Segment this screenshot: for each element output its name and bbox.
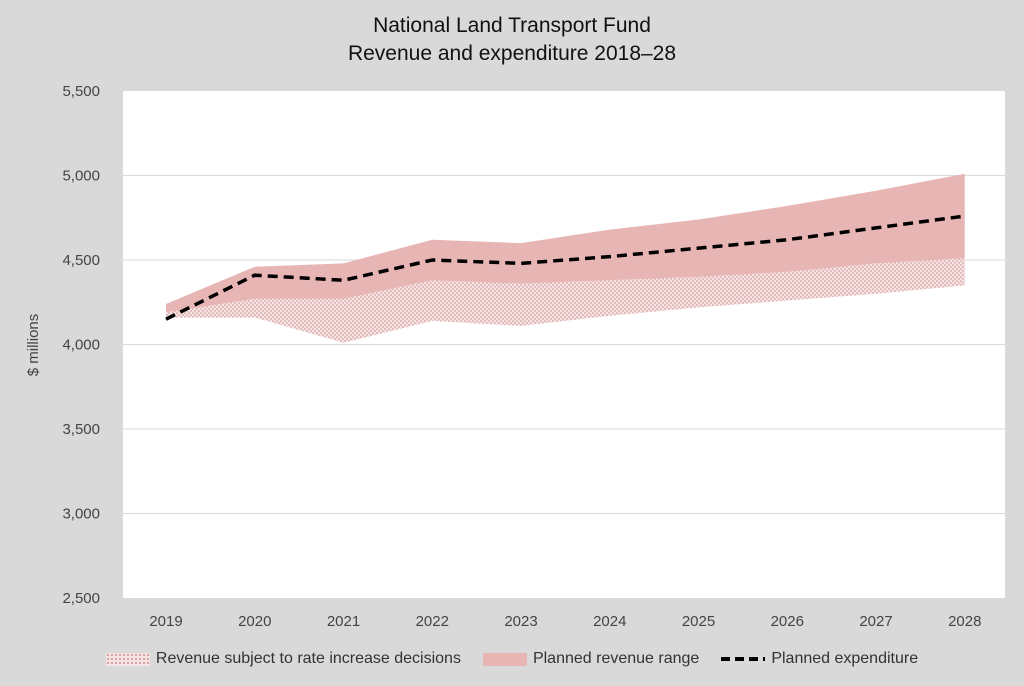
y-tick-label: 5,000 <box>62 168 100 185</box>
legend-item-revenue-range: Planned revenue range <box>482 650 700 668</box>
legend-label: Revenue subject to rate increase decisio… <box>155 650 461 667</box>
x-tick-label: 2026 <box>771 613 804 630</box>
y-tick-label: 3,500 <box>62 421 100 438</box>
revenue-range-band <box>166 173 965 313</box>
x-tick-label: 2021 <box>327 613 360 630</box>
legend-swatch-fill <box>482 652 527 666</box>
legend-swatch-dash <box>721 657 766 661</box>
x-tick-label: 2022 <box>416 613 449 630</box>
legend-item-expenditure: Planned expenditure <box>721 650 918 668</box>
expenditure-line <box>165 214 965 321</box>
x-tick-label: 2019 <box>149 613 182 630</box>
legend: Revenue subject to rate increase decisio… <box>0 646 1024 672</box>
y-tick-label: 4,500 <box>62 252 100 269</box>
x-tick-label: 2023 <box>504 613 537 630</box>
legend-item-rate-increase: Revenue subject to rate increase decisio… <box>105 650 461 668</box>
y-tick-label: 5,500 <box>62 83 100 100</box>
chart-title: National Land Transport Fund <box>373 14 651 37</box>
legend-label: Planned expenditure <box>771 650 919 667</box>
rate-increase-band <box>166 258 965 343</box>
x-tick-label: 2024 <box>593 613 626 630</box>
y-axis-label: $ millions <box>25 314 42 377</box>
x-tick-label: 2025 <box>682 613 715 630</box>
chart-subtitle: Revenue and expenditure 2018–28 <box>347 42 677 65</box>
y-tick-label: 2,500 <box>62 590 100 607</box>
x-tick-label: 2027 <box>859 613 892 630</box>
y-tick-label: 3,000 <box>62 506 100 523</box>
x-tick-label: 2020 <box>238 613 271 630</box>
y-tick-label: 4,000 <box>62 337 100 354</box>
x-tick-label: 2028 <box>948 613 981 630</box>
legend-swatch-hatch <box>105 652 150 666</box>
legend-label: Planned revenue range <box>532 650 700 667</box>
